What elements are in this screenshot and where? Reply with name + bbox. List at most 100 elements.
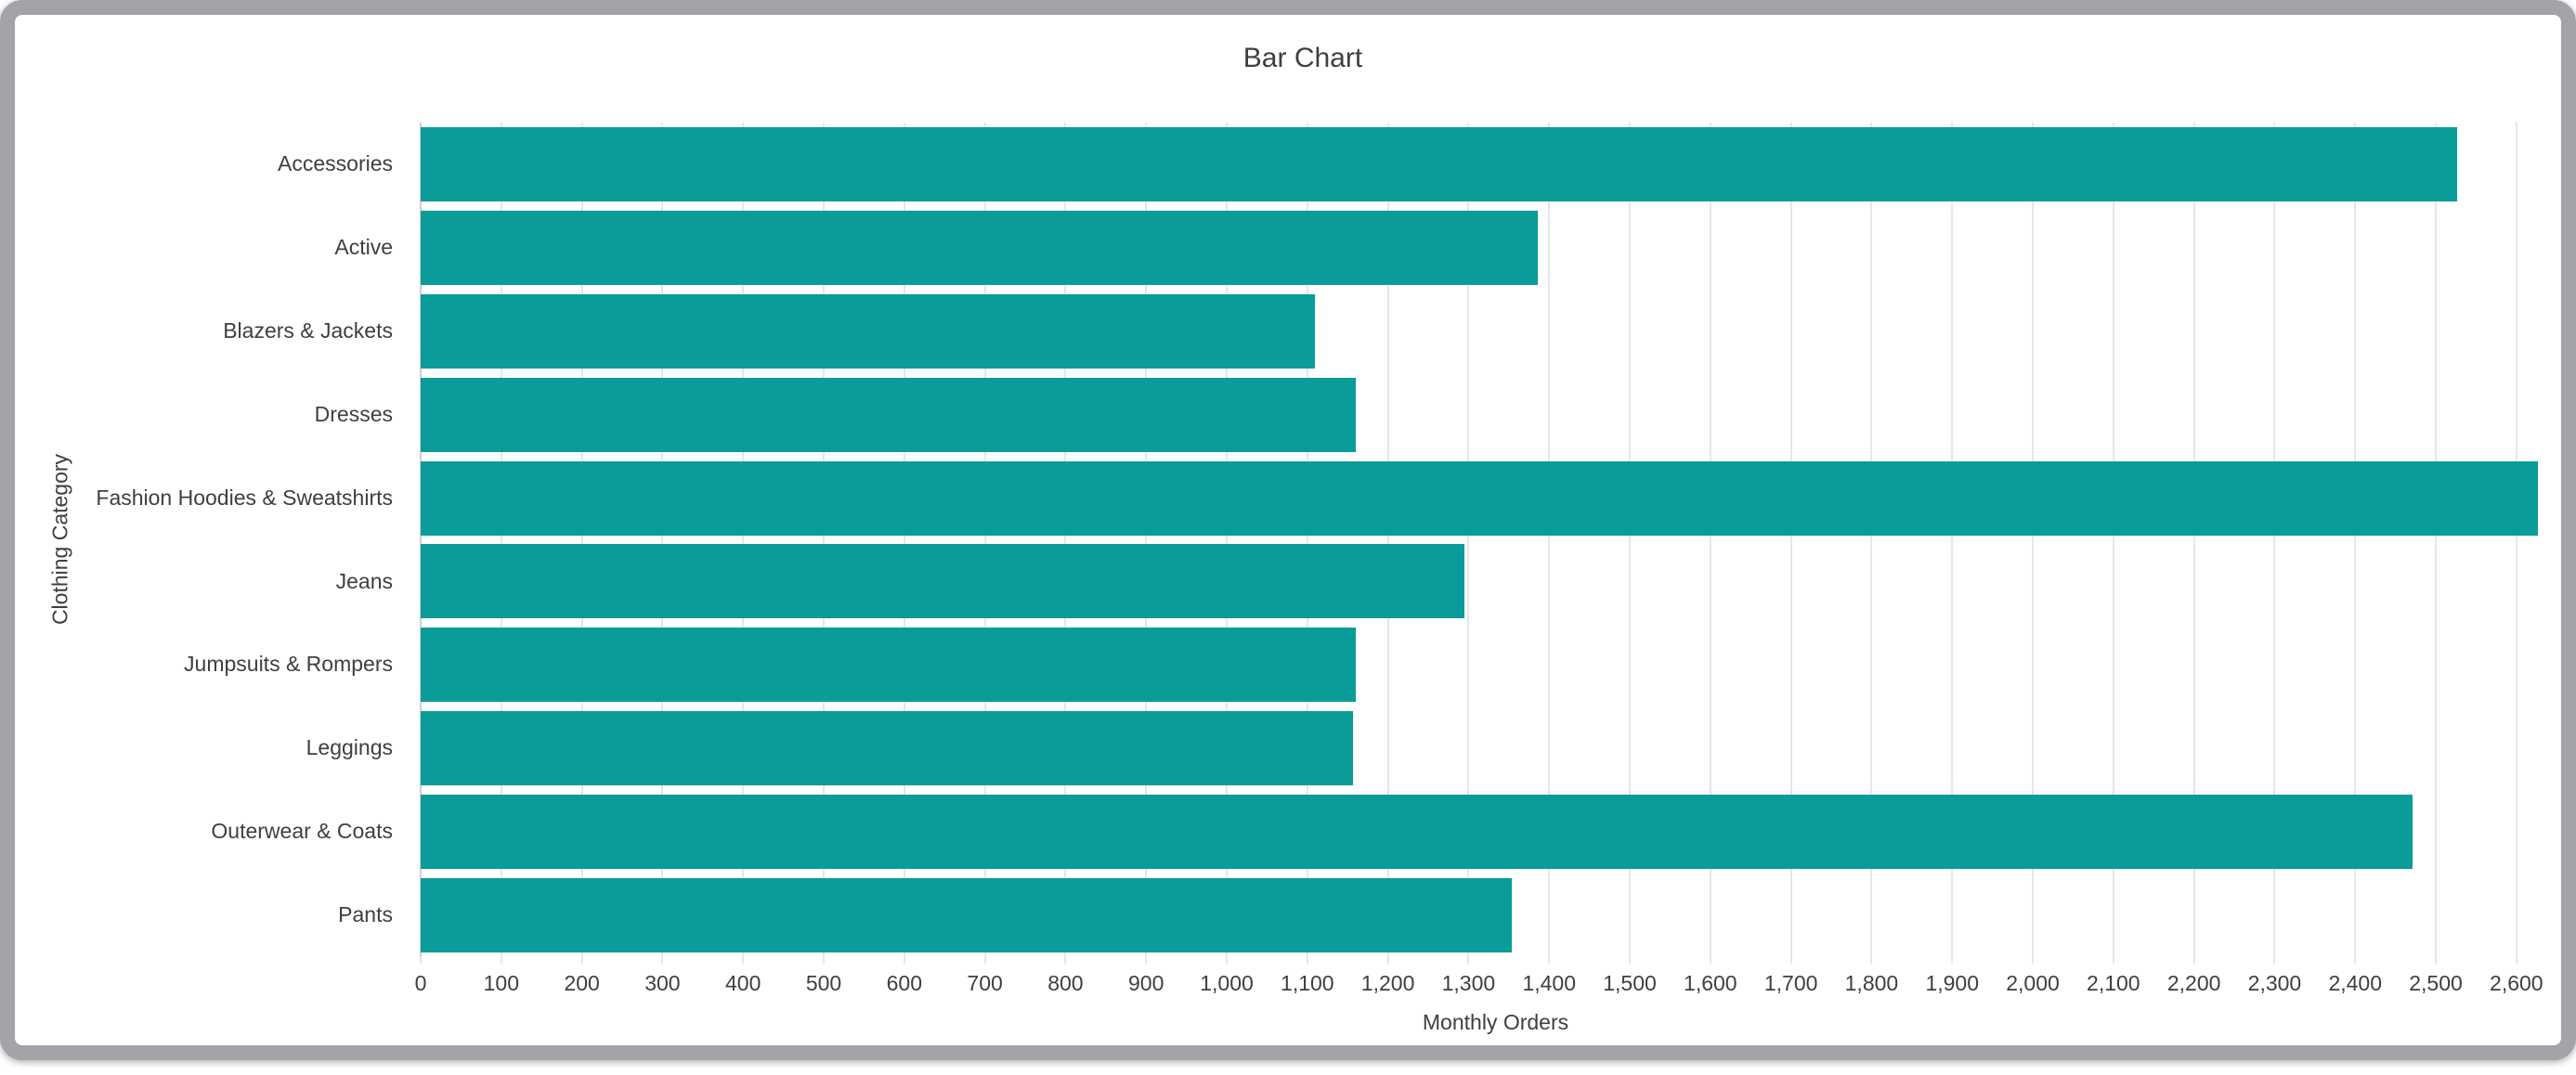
gridline: [1064, 123, 1067, 957]
category-label-jumpsuits-rompers: Jumpsuits & Rompers: [184, 652, 393, 677]
x-tick-label: 1,800: [1844, 971, 1899, 995]
tick-mark: [1306, 957, 1308, 964]
category-label-outerwear-coats: Outerwear & Coats: [211, 819, 393, 844]
tick-mark: [903, 957, 905, 964]
bar-accessories[interactable]: [421, 126, 2457, 201]
gridline: [1226, 123, 1229, 957]
bar-leggings[interactable]: [421, 711, 1354, 786]
x-tick-label: 900: [1128, 971, 1164, 995]
gridline: [2112, 123, 2114, 957]
gridline: [1386, 123, 1389, 957]
x-tick-label: 1,600: [1684, 971, 1737, 995]
x-tick-label: 600: [886, 971, 922, 995]
gridline: [1145, 123, 1148, 957]
x-tick-label: 1,100: [1281, 971, 1334, 995]
bar-jumpsuits-rompers[interactable]: [421, 628, 1356, 703]
gridline: [1870, 123, 1873, 957]
x-tick-label: 800: [1047, 971, 1084, 995]
tick-mark: [983, 957, 986, 964]
gridline: [580, 123, 583, 957]
bar-pants[interactable]: [421, 878, 1513, 953]
tick-mark: [742, 957, 745, 964]
gridline: [2192, 123, 2195, 957]
x-axis-tick-marks: [420, 957, 2570, 964]
category-label-blazers-jackets: Blazers & Jackets: [223, 317, 393, 343]
tick-mark: [661, 957, 664, 964]
chart-title: Bar Chart: [1242, 43, 1363, 73]
x-tick-label: 2,500: [2409, 971, 2463, 995]
category-label-dresses: Dresses: [314, 401, 393, 426]
tick-mark: [2435, 957, 2438, 964]
bar-blazers-jackets[interactable]: [421, 293, 1316, 369]
gridline: [661, 123, 664, 957]
tick-mark: [1951, 957, 1954, 964]
tick-mark: [1064, 957, 1067, 964]
category-label-fashion-hoodies-sweatshirts: Fashion Hoodies & Sweatshirts: [96, 485, 393, 510]
x-tick-label: 2,000: [2006, 971, 2060, 995]
category-label-jeans: Jeans: [335, 568, 393, 593]
x-tick-label: 300: [644, 971, 681, 995]
tick-mark: [1467, 957, 1470, 964]
gridline: [2515, 123, 2517, 957]
y-axis-labels: Accessories Active Blazers & Jackets Dresse…: [15, 123, 393, 957]
tick-mark: [2192, 957, 2195, 964]
gridline: [1467, 123, 1470, 957]
x-tick-label: 1,400: [1522, 971, 1576, 995]
x-tick-label: 2,100: [2087, 971, 2140, 995]
category-label-active: Active: [334, 234, 393, 259]
gridline: [2354, 123, 2357, 957]
gridline: [1306, 123, 1308, 957]
x-tick-label: 2,300: [2247, 971, 2302, 995]
x-tick-label: 1,700: [1763, 971, 1818, 995]
bar-fashion-hoodies-sweatshirts[interactable]: [421, 460, 2539, 536]
tick-mark: [823, 957, 825, 964]
bar-jeans[interactable]: [421, 544, 1465, 619]
tick-mark: [1709, 957, 1711, 964]
gridline: [500, 123, 502, 957]
tick-mark: [1145, 957, 1148, 964]
tick-mark: [500, 957, 502, 964]
gridline: [1629, 123, 1632, 957]
gridline: [1709, 123, 1711, 957]
x-tick-label: 2,200: [2166, 971, 2221, 995]
gridline: [742, 123, 745, 957]
tick-mark: [1870, 957, 1873, 964]
x-axis-title: Monthly Orders: [1422, 1010, 1569, 1034]
x-tick-label: 100: [483, 971, 519, 995]
x-tick-label: 500: [805, 971, 842, 995]
x-tick-label: 2,400: [2328, 971, 2383, 995]
tick-mark: [2515, 957, 2517, 964]
x-tick-label: 1,000: [1200, 971, 1254, 995]
x-tick-label: 0: [414, 971, 427, 995]
tick-mark: [2273, 957, 2276, 964]
bar-outerwear-coats[interactable]: [421, 795, 2413, 870]
tick-mark: [2112, 957, 2114, 964]
bar-active[interactable]: [421, 210, 1539, 285]
x-tick-label: 1,300: [1441, 971, 1496, 995]
tick-mark: [2032, 957, 2035, 964]
gridline: [1951, 123, 1954, 957]
bar-chart: Bar Chart Clothing Category Accessories A…: [15, 15, 2576, 1075]
tick-mark: [1629, 957, 1632, 964]
gridline: [2273, 123, 2276, 957]
tick-mark: [580, 957, 583, 964]
plot-area: [420, 123, 2570, 957]
gridline: [2032, 123, 2035, 957]
tick-mark: [1789, 957, 1792, 964]
gridline: [1548, 123, 1551, 957]
x-tick-label: 1,500: [1603, 971, 1657, 995]
x-tick-label: 1,900: [1925, 971, 1979, 995]
gridline: [823, 123, 825, 957]
axis-baseline: [420, 123, 422, 957]
bar-dresses[interactable]: [421, 377, 1356, 452]
tick-mark: [1548, 957, 1551, 964]
tick-mark: [2354, 957, 2357, 964]
gridline: [1789, 123, 1792, 957]
x-tick-label: 1,200: [1360, 971, 1415, 995]
gridline: [903, 123, 905, 957]
x-tick-label: 200: [564, 971, 600, 995]
gridline: [2435, 123, 2438, 957]
tick-mark: [1386, 957, 1389, 964]
category-label-pants: Pants: [338, 902, 393, 927]
